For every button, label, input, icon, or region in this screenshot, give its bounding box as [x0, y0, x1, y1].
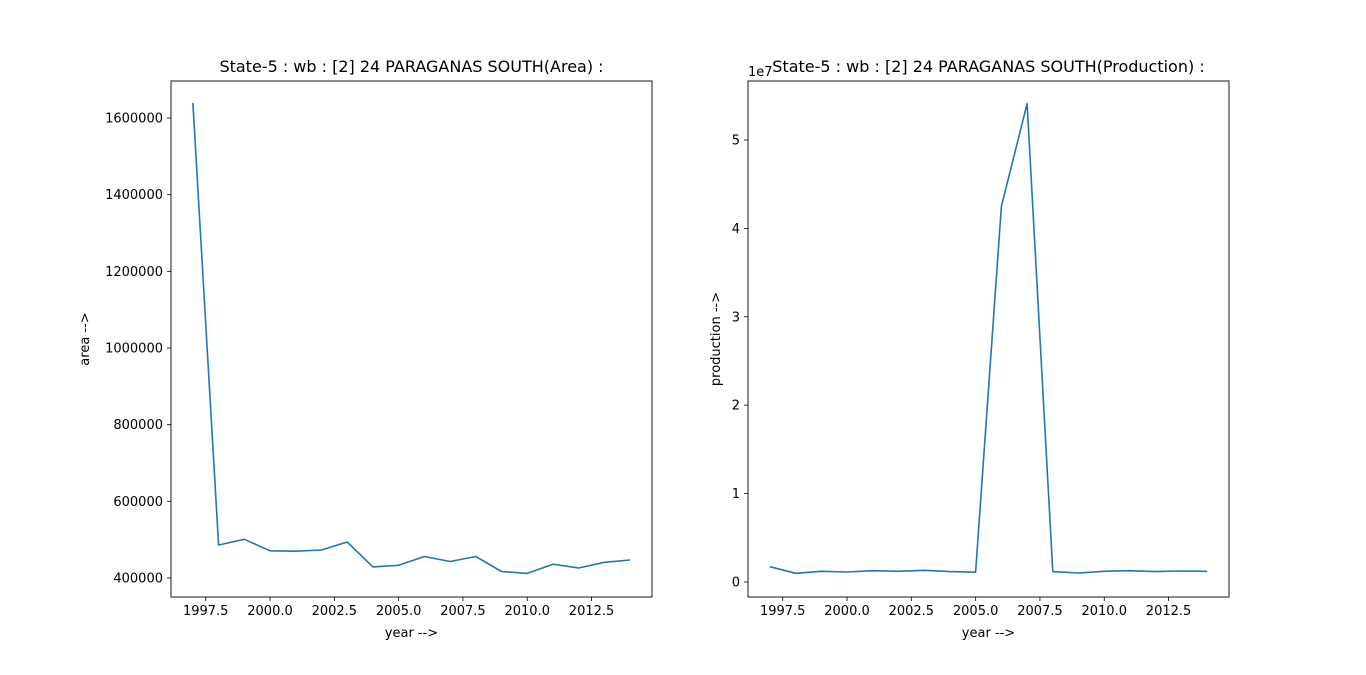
y-tick-label: 4 [732, 222, 740, 237]
x-tick-label: 2010.0 [504, 604, 550, 619]
chart-title: State-5 : wb : [2] 24 PARAGANAS SOUTH(Pr… [772, 57, 1204, 76]
y-tick-label: 1000000 [105, 342, 163, 357]
y-tick-label: 800000 [113, 418, 163, 433]
y-axis-label: production --> [709, 292, 724, 386]
series-line-area [192, 103, 631, 575]
y-tick-label: 1600000 [105, 112, 163, 127]
y-tick-label: 3 [732, 310, 740, 325]
axes-frame [170, 80, 653, 598]
chart-production: State-5 : wb : [2] 24 PARAGANAS SOUTH(Pr… [709, 57, 1230, 641]
x-tick-label: 2012.5 [569, 604, 615, 619]
y-tick-label: 600000 [113, 495, 163, 510]
x-tick-label: 1997.5 [183, 604, 229, 619]
y-tick-label: 2 [732, 399, 740, 414]
x-tick-label: 2000.0 [824, 604, 870, 619]
x-tick-label: 2002.5 [312, 604, 358, 619]
axes-frame [747, 80, 1230, 598]
x-tick-label: 2007.5 [1017, 604, 1063, 619]
y-tick-label: 0 [732, 575, 740, 590]
x-tick-label: 2007.5 [440, 604, 486, 619]
y-tick-label: 1400000 [105, 188, 163, 203]
y-axis-label: area --> [78, 312, 93, 365]
x-tick-label: 2005.0 [376, 604, 422, 619]
x-tick-label: 2000.0 [247, 604, 293, 619]
x-tick-label: 2010.0 [1081, 604, 1127, 619]
chart-area: State-5 : wb : [2] 24 PARAGANAS SOUTH(Ar… [78, 57, 653, 641]
x-tick-label: 2002.5 [889, 604, 935, 619]
series-line-production [769, 102, 1208, 575]
x-tick-label: 2005.0 [953, 604, 999, 619]
x-tick-label: 1997.5 [760, 604, 806, 619]
y-tick-label: 5 [732, 133, 740, 148]
y-tick-label: 1 [732, 487, 740, 502]
y-tick-label: 1200000 [105, 265, 163, 280]
x-tick-label: 2012.5 [1146, 604, 1192, 619]
chart-title: State-5 : wb : [2] 24 PARAGANAS SOUTH(Ar… [219, 57, 603, 76]
x-axis-label: year --> [962, 626, 1015, 641]
x-axis-label: year --> [385, 626, 438, 641]
y-offset-label: 1e7 [748, 65, 773, 80]
y-tick-label: 400000 [113, 571, 163, 586]
